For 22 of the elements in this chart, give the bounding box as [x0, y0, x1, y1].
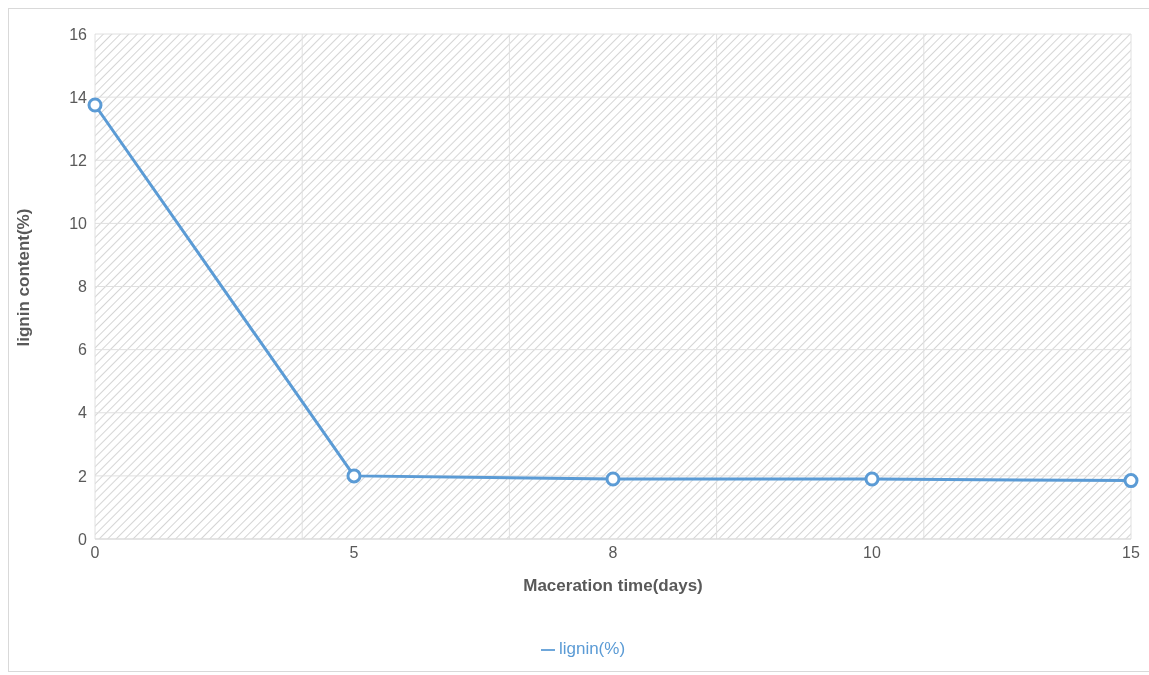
- legend-label: lignin(%): [558, 639, 626, 658]
- point: [864, 471, 880, 487]
- x-tick-label: 5: [349, 544, 359, 562]
- x-tick-label: 10: [863, 544, 881, 562]
- y-tick-label: 0: [78, 530, 88, 548]
- y-tick-label: 4: [78, 404, 88, 422]
- point: [605, 471, 621, 487]
- point: [87, 97, 103, 113]
- point: [346, 468, 362, 484]
- y-tick-label: 6: [78, 341, 88, 359]
- y-tick-label: 14: [69, 88, 88, 106]
- y-tick-label: 12: [69, 151, 88, 169]
- x-tick-label: 15: [1122, 544, 1140, 562]
- x-axis-title: Maceration time(days): [523, 576, 703, 595]
- x-tick-label: 0: [90, 544, 100, 562]
- point: [1123, 473, 1139, 489]
- y-tick-label: 10: [69, 215, 88, 233]
- x-tick-label: 8: [608, 544, 618, 562]
- y-axis-title: lignin content(%): [14, 208, 34, 347]
- y-tick-label: 16: [69, 25, 88, 43]
- y-tick-label: 8: [78, 278, 88, 296]
- y-tick-label: 2: [78, 467, 88, 485]
